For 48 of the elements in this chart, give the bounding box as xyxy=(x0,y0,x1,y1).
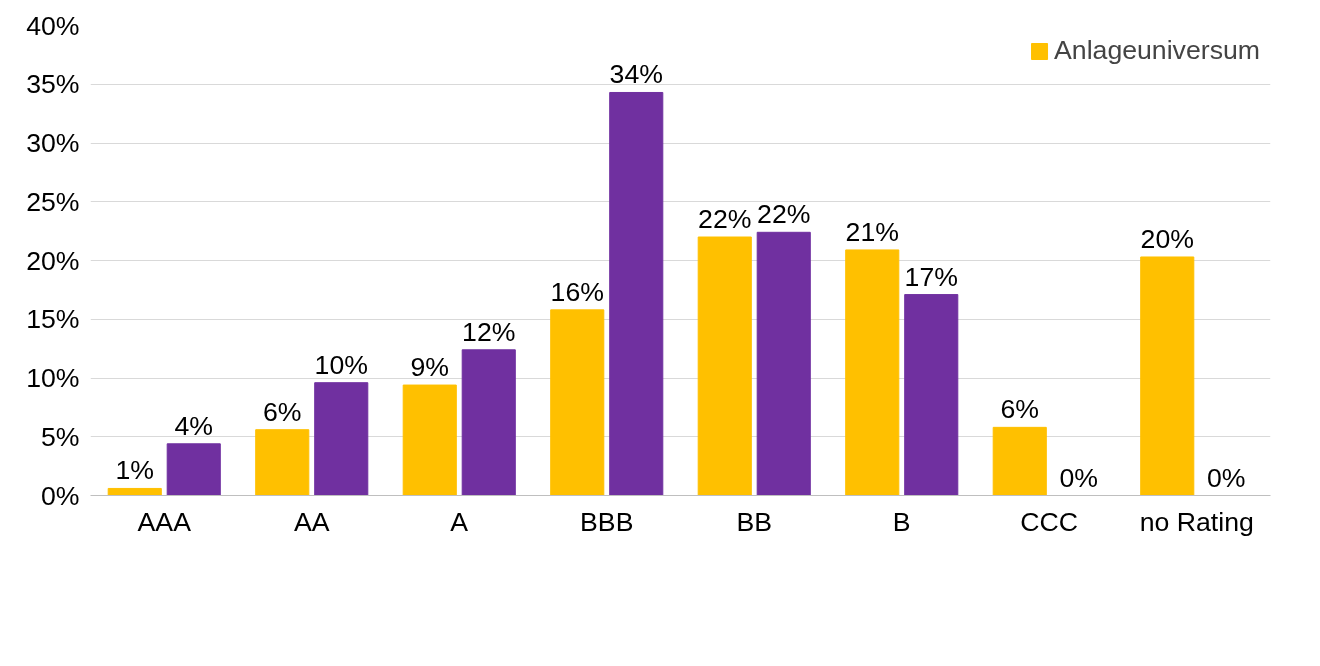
x-tick-label: CCC xyxy=(1020,506,1079,537)
data-label: 9% xyxy=(410,352,450,383)
data-label: 22% xyxy=(757,199,811,230)
y-tick-label: 5% xyxy=(40,421,80,452)
bar xyxy=(1140,256,1195,496)
x-tick-label: BB xyxy=(736,506,773,537)
data-label: 22% xyxy=(698,204,752,234)
data-label: 0% xyxy=(1059,462,1099,493)
data-label: 34% xyxy=(609,59,663,90)
legend-label: Anlageuniversum xyxy=(1054,35,1260,66)
y-tick-label: 30% xyxy=(26,128,80,158)
x-tick-label: BBB xyxy=(580,506,634,537)
y-tick-label: 10% xyxy=(26,363,80,393)
bar xyxy=(609,91,664,496)
data-label: 4% xyxy=(174,410,214,441)
data-label: 0% xyxy=(1206,462,1246,493)
bar xyxy=(697,236,752,496)
bar xyxy=(461,349,516,496)
bar xyxy=(314,382,369,496)
bar xyxy=(550,309,605,496)
y-tick-label: 20% xyxy=(26,245,80,276)
bar xyxy=(904,294,959,496)
data-label: 10% xyxy=(314,349,368,380)
bar xyxy=(166,443,221,496)
bar xyxy=(845,249,900,496)
data-label: 16% xyxy=(550,276,604,307)
y-tick-label: 0% xyxy=(40,480,80,511)
y-tick-label: 35% xyxy=(26,69,80,100)
bar xyxy=(107,487,162,496)
data-label: 1% xyxy=(115,455,155,486)
x-tick-label: AAA xyxy=(137,506,192,537)
x-tick-label: B xyxy=(892,506,911,537)
data-label: 6% xyxy=(262,396,302,427)
y-tick-label: 25% xyxy=(26,186,80,217)
data-label: 21% xyxy=(845,216,899,247)
data-label: 12% xyxy=(462,316,516,347)
y-tick-label: 40% xyxy=(26,10,80,41)
bar xyxy=(255,429,310,496)
data-label: 6% xyxy=(1000,394,1040,425)
data-label: 17% xyxy=(904,261,958,292)
bar xyxy=(756,231,811,496)
bar xyxy=(402,384,457,496)
x-tick-label: AA xyxy=(293,506,330,537)
bar xyxy=(992,426,1047,496)
data-label: 20% xyxy=(1140,223,1194,254)
x-tick-label: A xyxy=(450,506,469,537)
y-tick-label: 15% xyxy=(26,304,80,335)
x-tick-label: no Rating xyxy=(1139,506,1254,537)
